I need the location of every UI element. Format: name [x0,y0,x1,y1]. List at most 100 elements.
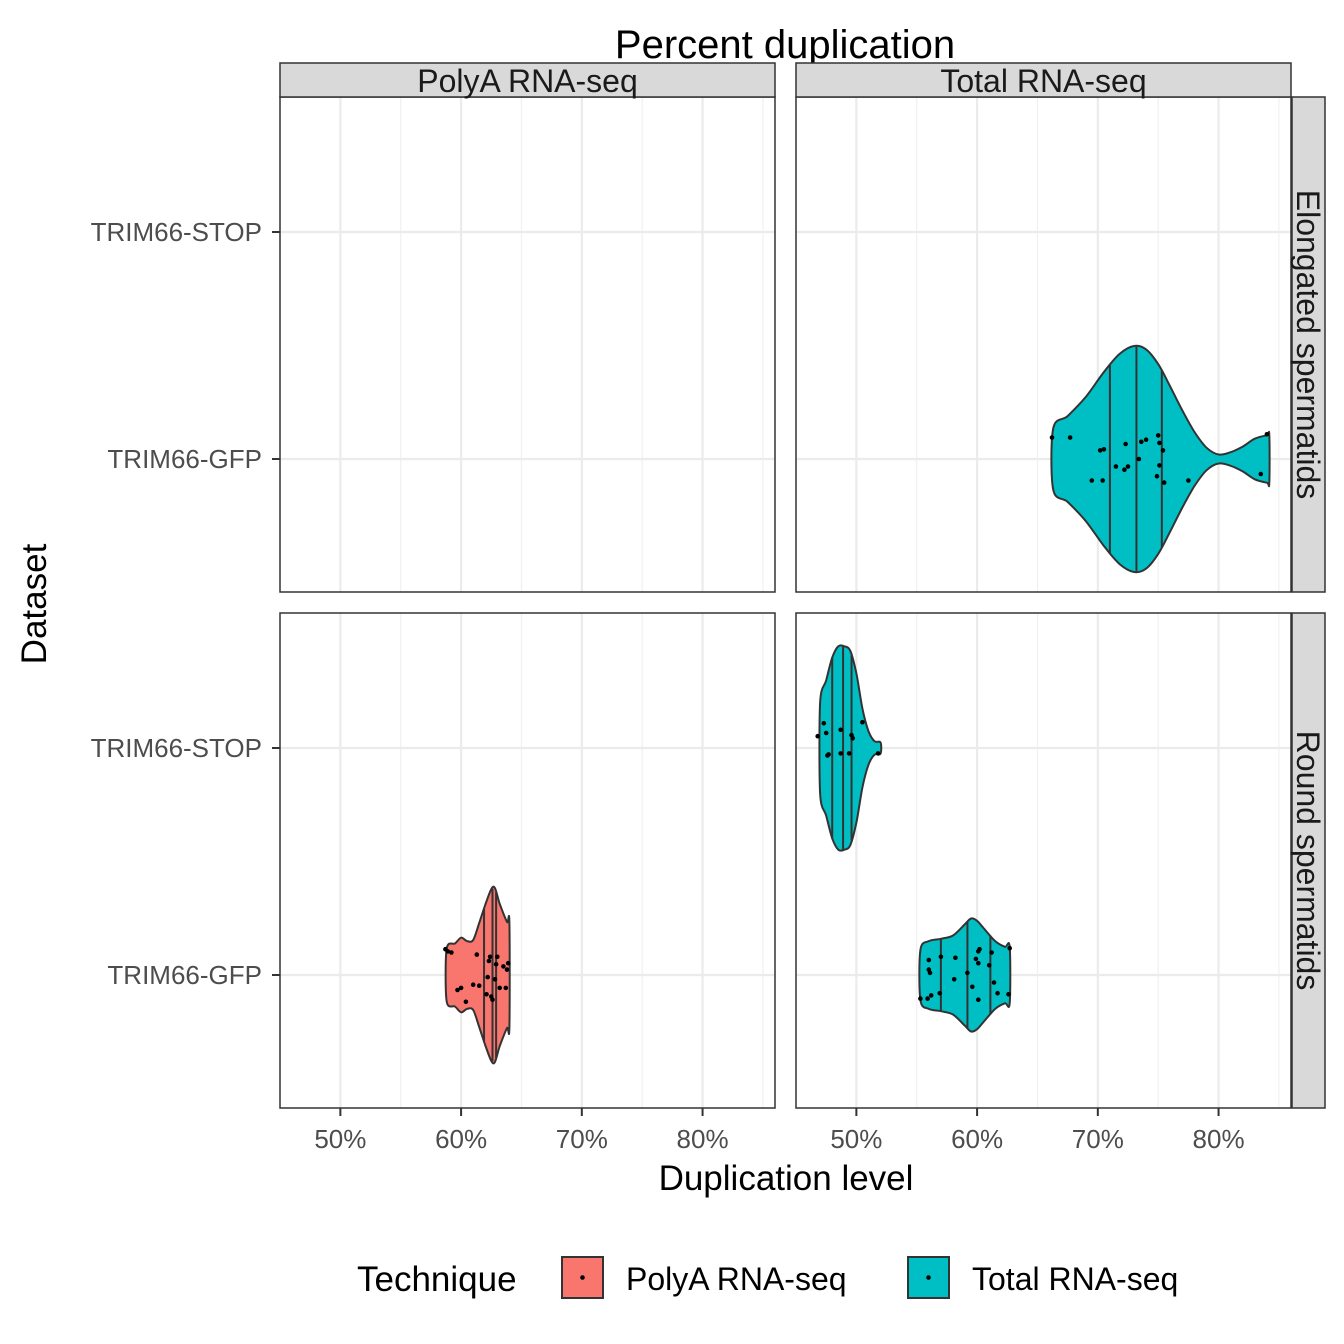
data-point [1157,440,1162,446]
data-point [823,730,829,736]
data-point [1136,456,1142,462]
x-tick-label: 70% [556,1124,608,1154]
x-tick-label: 50% [830,1124,882,1154]
data-point [928,993,934,998]
data-point [455,987,460,993]
data-point [1123,441,1128,447]
data-point [821,721,827,726]
violin-round-spermatids-total-rna-seq-trim66-stop [815,644,883,852]
violin-body [444,885,511,1065]
strip-round-spermatids: Round spermatids [1290,612,1326,1109]
data-point [486,958,492,964]
y-tick-label: TRIM66-GFP [107,960,262,990]
facet-panels: PolyA RNA-seq Total RNA-seq Elongated sper… [91,62,1326,1154]
data-point [470,982,476,987]
data-point [1007,945,1012,951]
data-point [458,985,464,991]
violin-round-spermatids-polya-rna-seq-trim66-gfp [443,885,511,1065]
panel-background [796,97,1291,592]
strip-background [795,62,1292,98]
legend-label: Total RNA-seq [972,1261,1178,1297]
data-point [484,992,489,997]
panel-elongated-spermatids-total-rna-seq [795,97,1291,592]
panel-background [280,613,775,1108]
data-point [815,733,820,739]
data-point [976,997,981,1002]
panel-border [795,612,1292,1109]
data-point [504,967,510,972]
violin-round-spermatids-total-rna-seq-trim66-gfp [918,917,1012,1033]
data-point [991,980,997,985]
data-point [501,964,506,969]
violin-body [1050,344,1271,574]
strip-background [1291,612,1326,1109]
data-point [951,977,957,982]
data-point [918,996,923,1001]
legend-label: PolyA RNA-seq [626,1261,847,1297]
data-point [995,990,1000,996]
strip-elongated-spermatids: Elongated spermatids [1290,96,1326,593]
data-point [1264,432,1270,437]
data-point [1125,464,1131,469]
data-point [445,949,451,954]
legend-entries: PolyA RNA-seq Total RNA-seq [561,1256,1178,1299]
data-point [449,950,454,955]
data-point [849,732,854,738]
data-point [937,990,942,996]
x-axis-title: Duplication level [659,1159,914,1198]
data-point [463,999,469,1005]
data-point [1006,992,1011,997]
x-tick-label: 60% [951,1124,1003,1154]
data-point [989,950,994,955]
data-point [825,753,830,758]
x-tick-label: 80% [677,1124,729,1154]
plot-title: Percent duplication [615,23,955,67]
data-point [476,983,482,988]
data-point [986,963,992,968]
strip-background [279,62,776,98]
panel-elongated-spermatids-polya-rna-seq [279,97,775,592]
strip-background [1291,96,1326,593]
y-axis-title: Dataset [15,543,54,664]
data-point [1113,464,1119,469]
violin-body [818,644,883,852]
data-point [875,751,881,756]
strip-label: Total RNA-seq [940,63,1146,99]
data-point [492,977,498,982]
data-point [860,719,865,725]
data-point [487,954,493,960]
legend-entry-polya-rna-seq: PolyA RNA-seq [561,1256,847,1299]
data-point [493,962,499,967]
data-point [1155,433,1161,438]
panel-round-spermatids-total-rna-seq [795,613,1291,1108]
x-tick-label: 80% [1193,1124,1245,1154]
data-point [1101,447,1107,452]
x-tick-label: 50% [314,1124,366,1154]
data-point [1154,473,1160,479]
data-point [1097,448,1103,453]
data-point [1122,467,1127,473]
data-point [1258,471,1264,477]
panel-round-spermatids-polya-rna-seq [279,613,775,1108]
data-point [1100,478,1105,483]
data-point [973,956,979,962]
strip-label: Round spermatids [1290,731,1326,991]
data-point [846,751,852,756]
data-point [503,985,509,991]
data-point [938,954,944,960]
data-point [838,727,843,733]
data-point [1089,478,1095,483]
data-point [474,952,480,957]
data-point [926,957,932,963]
panel-background [280,97,775,592]
strip-label: Elongated spermatids [1290,190,1326,500]
data-point [977,946,982,952]
panel-border [279,612,776,1109]
data-point [505,960,511,966]
data-point [1139,439,1144,445]
x-tick-label: 70% [1072,1124,1124,1154]
data-point [1049,435,1055,440]
violin-elongated-spermatids-total-rna-seq-trim66-gfp [1049,344,1271,574]
data-point [497,985,503,991]
